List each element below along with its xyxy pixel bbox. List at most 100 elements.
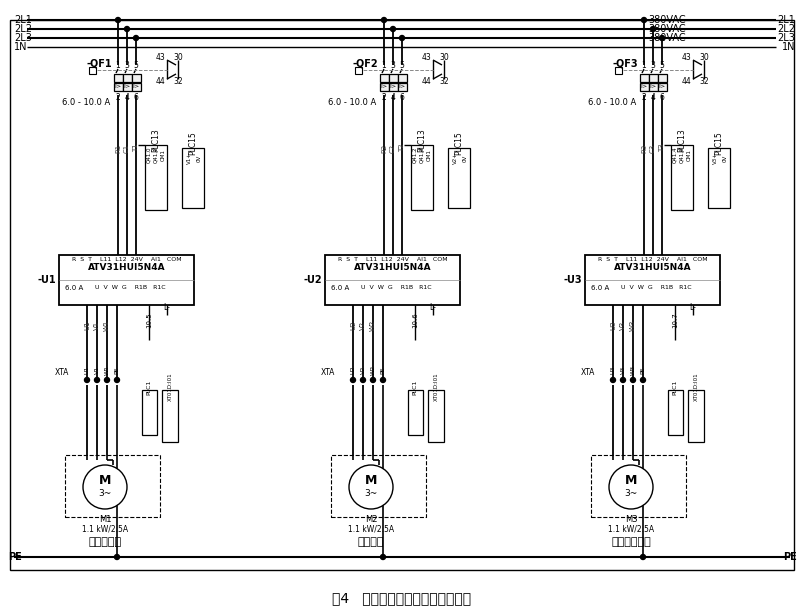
Text: 5: 5 [133,61,138,70]
Text: W3: W3 [630,365,634,375]
Text: 6: 6 [399,94,404,102]
Text: 10.7: 10.7 [671,312,677,328]
Circle shape [124,26,129,31]
Text: V3: V3 [619,321,626,330]
Circle shape [350,378,355,383]
Circle shape [114,555,120,560]
Text: U2: U2 [349,320,356,330]
Text: U3: U3 [609,320,615,330]
Text: 6: 6 [658,94,663,102]
Circle shape [84,378,89,383]
Text: T3: T3 [658,143,664,153]
Text: I>: I> [398,85,405,89]
Bar [707,148,729,208]
Bar [132,74,141,82]
Circle shape [104,378,109,383]
Text: Q41.0: Q41.0 [146,147,151,163]
Text: M: M [365,474,377,487]
Bar [380,83,389,91]
Text: 夹袋口电机: 夹袋口电机 [88,537,121,547]
Text: 4: 4 [124,94,129,102]
Bar [114,83,123,91]
Text: W3: W3 [630,319,635,330]
Text: R3: R3 [640,143,646,153]
Bar [590,455,685,517]
Text: M2: M2 [365,515,377,524]
Text: Q41.2: Q41.2 [412,147,417,163]
Text: 32: 32 [173,77,182,86]
Bar [687,390,703,442]
Text: C2: C2 [389,143,396,153]
Text: T2: T2 [398,143,405,152]
Text: XTA: XTA [320,368,335,377]
Text: I>: I> [658,85,665,89]
Text: PLC1: PLC1 [412,379,417,395]
Text: 6.0 A: 6.0 A [331,285,349,291]
Text: 3~: 3~ [98,490,112,498]
Text: V3+: V3+ [711,152,716,164]
Text: 6: 6 [133,94,138,102]
Text: U  V  W  G    R1B   R1C: U V W G R1B R1C [620,286,691,291]
Text: L-: L- [163,303,170,313]
Circle shape [360,378,365,383]
Text: Q41.5: Q41.5 [679,147,683,163]
Text: 5: 5 [658,61,663,70]
Text: 32: 32 [438,77,448,86]
Text: M1: M1 [99,515,111,524]
Bar [639,83,648,91]
Circle shape [380,555,385,560]
Text: V1+: V1+ [186,152,191,164]
Bar [427,390,443,442]
Text: 6.0 - 10.0 A: 6.0 - 10.0 A [587,99,635,107]
Text: 2L3: 2L3 [777,33,794,43]
Text: PLC15: PLC15 [454,131,463,155]
Text: XTA: XTA [580,368,594,377]
Circle shape [650,26,654,31]
Text: XT01D:I01: XT01D:I01 [693,373,698,402]
Text: Q41.3: Q41.3 [419,147,424,163]
Text: 43: 43 [421,53,430,61]
Bar [657,74,666,82]
Text: PLC15: PLC15 [714,131,723,155]
Circle shape [609,378,615,383]
Circle shape [133,36,138,40]
Circle shape [390,26,395,31]
Text: 1N: 1N [781,42,794,52]
Text: 380VAC: 380VAC [647,33,685,43]
Text: PLC13: PLC13 [417,128,426,152]
Bar [614,66,622,74]
Text: 380VAC: 380VAC [647,24,685,34]
Text: Q41.1: Q41.1 [153,147,158,163]
Text: CM1: CM1 [426,149,431,161]
Text: 1: 1 [381,61,386,70]
Text: 44: 44 [680,77,690,86]
Text: 10.5: 10.5 [146,312,152,328]
Text: PE: PE [380,366,385,374]
Text: 43: 43 [155,53,165,61]
Text: 6.0 A: 6.0 A [65,285,84,291]
Text: 6.0 A: 6.0 A [590,285,609,291]
Text: L-: L- [429,303,436,313]
Text: Q41.4: Q41.4 [671,147,677,163]
Text: M: M [99,474,111,487]
Text: M: M [624,474,637,487]
Text: 44: 44 [155,77,165,86]
Text: 立袋输送电机: 立袋输送电机 [610,537,650,547]
Text: XT01D:I01: XT01D:I01 [433,373,438,402]
Text: 1.1 kW/2.5A: 1.1 kW/2.5A [82,524,128,533]
Circle shape [608,465,652,509]
Bar [648,83,657,91]
Circle shape [640,555,645,560]
Text: 2: 2 [641,94,646,102]
Text: 3: 3 [650,61,654,70]
Text: PLC1: PLC1 [146,379,151,395]
Text: V1: V1 [95,366,100,374]
Text: U3: U3 [609,366,615,375]
Bar [389,83,397,91]
Text: U2: U2 [350,366,355,375]
Text: U  V  W  G    R1B   R1C: U V W G R1B R1C [95,286,165,291]
Text: 4: 4 [390,94,395,102]
Text: 4: 4 [650,94,654,102]
Bar [89,66,96,74]
Circle shape [83,465,127,509]
